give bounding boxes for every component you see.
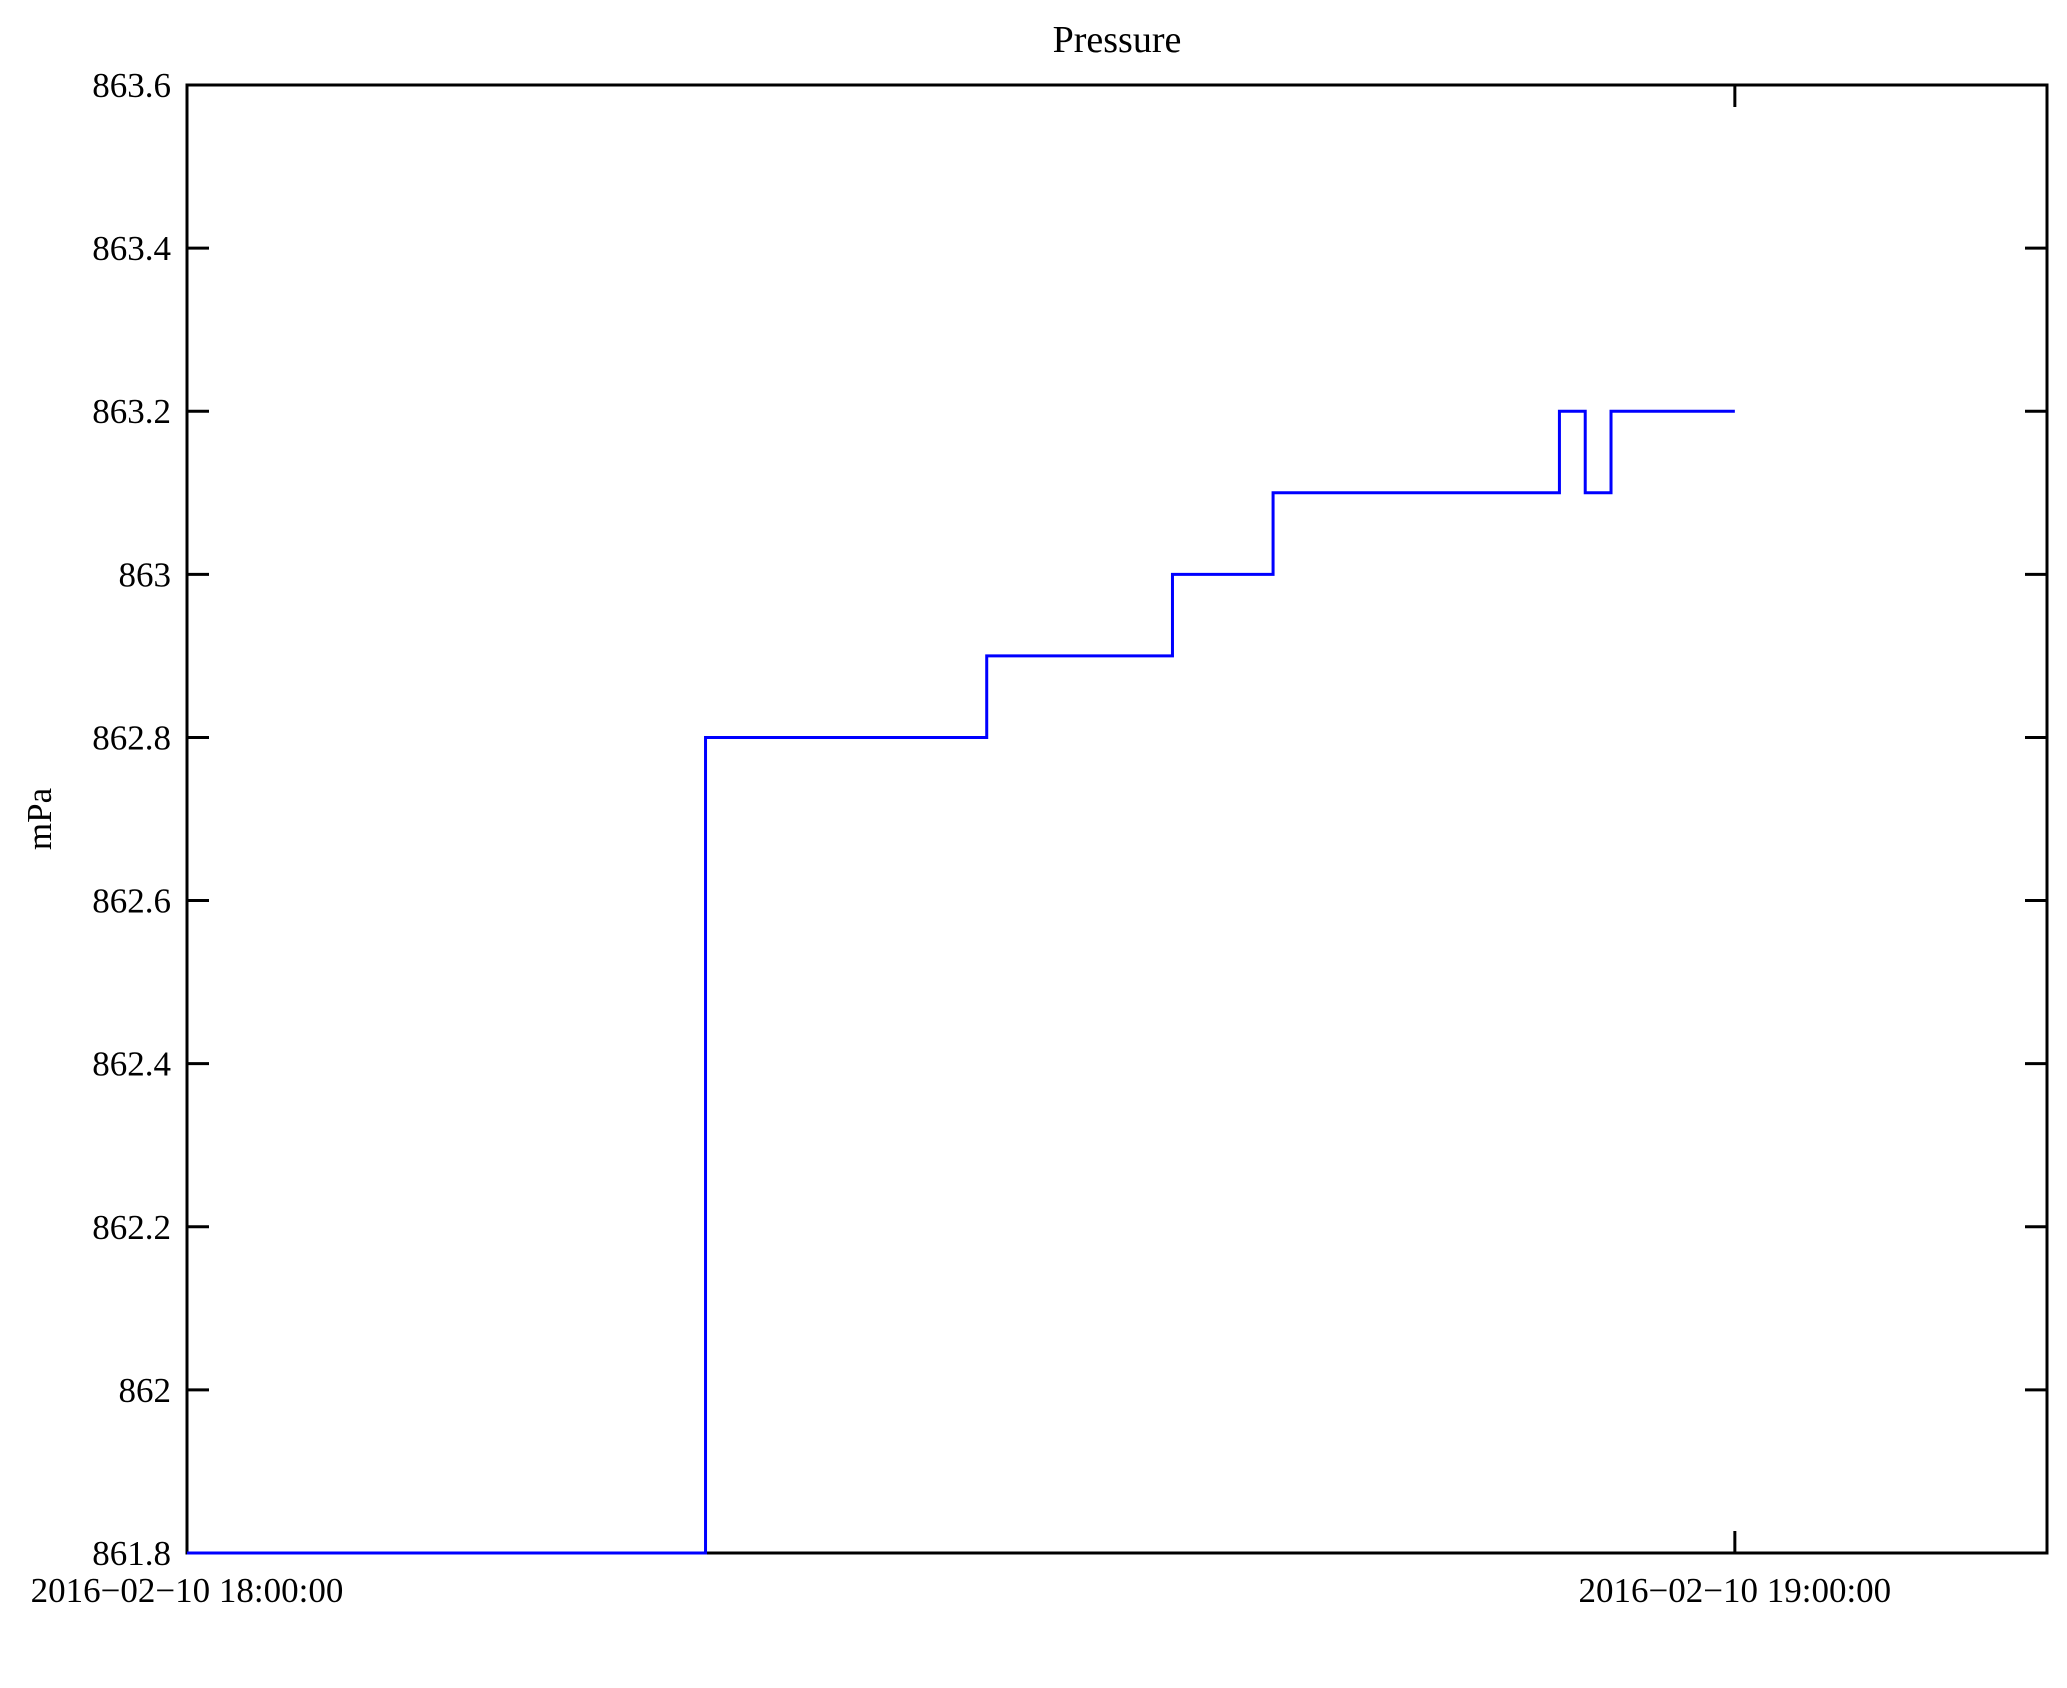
y-tick-label: 863.4 <box>92 229 171 268</box>
y-axis-label: mPa <box>20 787 59 851</box>
y-tick-label: 862.2 <box>92 1208 171 1247</box>
y-tick-label: 862.8 <box>92 718 171 757</box>
y-tick-label: 862.6 <box>92 882 171 921</box>
y-tick-label: 863.6 <box>92 66 171 105</box>
plot-border <box>185 83 2049 1555</box>
pressure-line <box>187 409 1735 1555</box>
y-tick-label: 862 <box>119 1371 172 1410</box>
y-tick-label: 861.8 <box>92 1534 171 1573</box>
y-tick-label: 862.4 <box>92 1045 171 1084</box>
chart-title: Pressure <box>1052 19 1182 61</box>
x-tick-label: 2016−02−10 18:00:00 <box>31 1571 344 1610</box>
x-tick-label: 2016−02−10 19:00:00 <box>1579 1571 1892 1610</box>
y-tick-label: 863 <box>119 555 172 594</box>
y-tick-label: 863.2 <box>92 392 171 431</box>
